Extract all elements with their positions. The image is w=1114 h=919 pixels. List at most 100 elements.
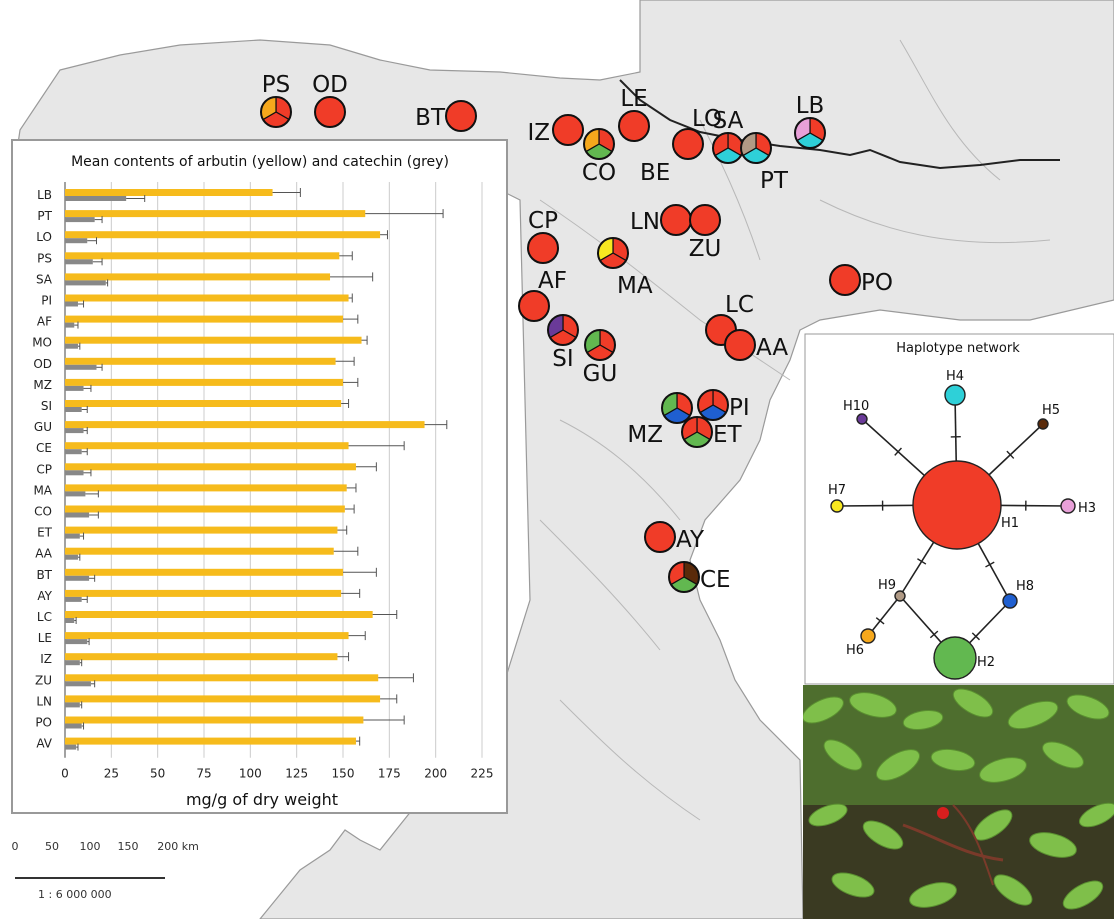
x-tick-label: 125: [285, 767, 308, 781]
catechin-bar-af: [65, 322, 75, 328]
category-label-cp: CP: [36, 462, 52, 476]
catechin-bar-od: [65, 364, 97, 370]
haplotype-label-h7: H7: [828, 483, 846, 498]
category-label-gu: GU: [34, 420, 52, 434]
x-tick-label: 25: [104, 767, 119, 781]
river-7: [559, 699, 701, 821]
haplotype-label-h10: H10: [843, 399, 869, 414]
catechin-bar-et: [65, 533, 80, 539]
catechin-bar-po: [65, 723, 82, 729]
site-label-iz: IZ: [527, 120, 550, 146]
arbutin-bar-et: [65, 526, 338, 534]
site-gu: GU: [583, 329, 617, 387]
site-label-sa: SA: [713, 108, 744, 134]
mutation-step: [917, 558, 927, 565]
site-pt: PT: [740, 132, 789, 194]
site-pie-zu: [689, 204, 721, 236]
arbutin-bar-ln: [65, 695, 381, 703]
mutation-step: [1006, 450, 1015, 459]
site-pie-od: [314, 96, 346, 128]
site-pie-outline: [661, 392, 693, 424]
category-label-iz: IZ: [40, 652, 52, 666]
site-ma: MA: [597, 237, 653, 299]
haplotype-node-h2: [933, 636, 977, 680]
site-pie-outline: [668, 561, 700, 593]
mutation-step: [971, 632, 980, 641]
site-label-ay: AY: [676, 527, 705, 553]
site-pie-ln: [660, 204, 692, 236]
site-zu: ZU: [689, 204, 722, 262]
catechin-bar-zu: [65, 681, 91, 687]
category-label-av: AV: [36, 737, 52, 751]
site-pie-po: [829, 264, 861, 296]
catechin-bar-pi: [65, 301, 78, 307]
haplotype-node-h6: [860, 628, 876, 644]
site-label-et: ET: [713, 422, 743, 448]
site-label-aa: AA: [756, 335, 788, 361]
arbutin-bar-mo: [65, 336, 362, 344]
site-pie-outline: [583, 128, 615, 160]
category-label-et: ET: [37, 526, 53, 540]
haplotype-node-h1: [912, 460, 1002, 550]
catechin-bar-mz: [65, 385, 84, 391]
haplotype-label-h9: H9: [878, 578, 896, 593]
x-tick-label: 175: [378, 767, 401, 781]
arbutin-bar-od: [65, 357, 336, 365]
arbutin-bar-zu: [65, 674, 379, 682]
catechin-bar-lo: [65, 238, 88, 244]
category-label-ps: PS: [37, 251, 52, 265]
haplotype-label-h2: H2: [977, 655, 995, 670]
haplotype-label-h6: H6: [846, 643, 864, 658]
catechin-bar-ay: [65, 596, 82, 602]
site-label-od: OD: [312, 72, 348, 98]
arbutin-bar-pi: [65, 294, 349, 302]
mutation-step: [875, 617, 885, 625]
scale-tick-100: 100: [80, 840, 101, 853]
category-label-mz: MZ: [33, 378, 52, 392]
site-label-le: LE: [620, 86, 647, 112]
haplotype-label-h1: H1: [1001, 516, 1019, 531]
scale-ratio: 1 : 6 000 000: [38, 888, 112, 901]
catechin-bar-ps: [65, 259, 93, 265]
category-label-pt: PT: [37, 209, 52, 223]
category-label-lo: LO: [36, 230, 52, 244]
catechin-bar-ma: [65, 491, 86, 497]
catechin-bar-gu: [65, 428, 84, 434]
haplotype-node-h8: [1002, 593, 1018, 609]
arbutin-bar-ma: [65, 484, 347, 492]
haplotype-node-h4: [944, 384, 966, 406]
chart-title: Mean contents of arbutin (yellow) and ca…: [71, 154, 449, 170]
arbutin-bar-gu: [65, 421, 425, 429]
site-et: ET: [681, 416, 743, 448]
site-pie-outline: [597, 237, 629, 269]
site-label-po: PO: [861, 270, 893, 296]
bearberry-photo: [803, 685, 1114, 919]
arbutin-bar-co: [65, 505, 345, 513]
arbutin-bar-aa: [65, 547, 334, 555]
catechin-bar-av: [65, 744, 77, 750]
site-po: PO: [829, 264, 893, 296]
catechin-bar-ce: [65, 449, 82, 455]
site-label-af: AF: [538, 268, 567, 294]
category-label-lc: LC: [37, 610, 52, 624]
category-label-co: CO: [34, 505, 52, 519]
pyrenees-border: [619, 79, 1060, 170]
catechin-bar-co: [65, 512, 90, 518]
catechin-bar-cp: [65, 470, 84, 476]
bar-chart: 0 25 50 75 100 125 150 175 200 225 LB PT LO PS SA PI AF M…: [32, 182, 493, 781]
site-pie-le: [618, 110, 650, 142]
river-6: [539, 519, 661, 651]
site-lb: LB: [794, 93, 826, 149]
category-label-ma: MA: [33, 483, 52, 497]
category-label-od: OD: [33, 357, 52, 371]
site-label-pt: PT: [760, 168, 789, 194]
arbutin-bar-po: [65, 716, 364, 724]
site-label-zu: ZU: [689, 236, 722, 262]
river-3: [819, 199, 1051, 244]
scale-bar-line: [15, 877, 165, 879]
site-aa: AA: [724, 329, 788, 361]
arbutin-bar-lc: [65, 611, 373, 618]
site-label-pi: PI: [729, 395, 750, 421]
category-label-zu: ZU: [35, 673, 52, 687]
